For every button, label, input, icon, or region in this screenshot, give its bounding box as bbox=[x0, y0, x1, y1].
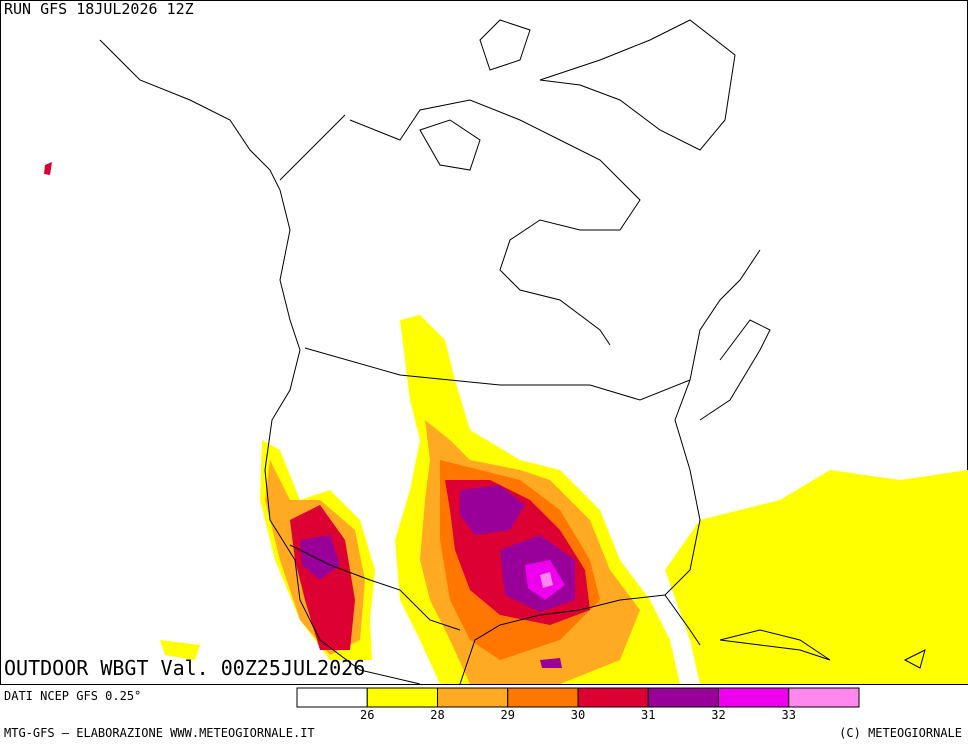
legend-swatch bbox=[366, 687, 438, 708]
border bbox=[279, 114, 691, 631]
footer-left: MTG-GFS — ELABORAZIONE WWW.METEOGIORNALE… bbox=[4, 726, 315, 740]
map-title: OUTDOOR WBGT Val. 00Z25JUL2026 bbox=[4, 656, 366, 680]
legend-swatch bbox=[577, 687, 649, 708]
legend-swatch bbox=[437, 687, 509, 708]
legend-label: 33 bbox=[782, 708, 796, 722]
legend-label: 28 bbox=[430, 708, 444, 722]
legend-label: 26 bbox=[360, 708, 374, 722]
legend-label: 29 bbox=[501, 708, 515, 722]
footer-right: (C) METEOGIORNALE bbox=[839, 726, 962, 740]
legend-swatch bbox=[507, 687, 579, 708]
coastline bbox=[99, 19, 926, 685]
legend-swatch bbox=[296, 687, 368, 708]
run-label: RUN GFS 18JUL2026 12Z bbox=[4, 0, 194, 18]
legend-label: 31 bbox=[641, 708, 655, 722]
legend-swatch bbox=[788, 687, 860, 708]
legend: 26 28 29 30 31 32 33 bbox=[296, 687, 860, 722]
legend-label: 30 bbox=[571, 708, 585, 722]
legend-label: 32 bbox=[711, 708, 725, 722]
legend-swatch bbox=[647, 687, 719, 708]
source-label: DATI NCEP GFS 0.25° bbox=[4, 689, 142, 703]
legend-swatch bbox=[718, 687, 790, 708]
